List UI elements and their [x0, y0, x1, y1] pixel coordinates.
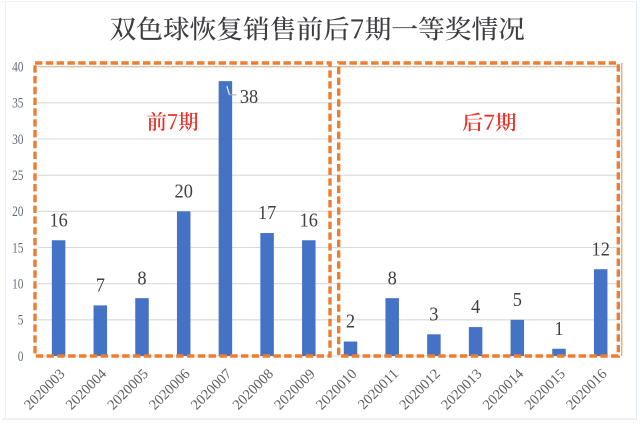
svg-text:0: 0 [18, 349, 24, 365]
svg-text:16: 16 [49, 210, 68, 231]
svg-text:20: 20 [175, 181, 193, 202]
svg-text:30: 30 [12, 132, 23, 148]
svg-text:8: 8 [137, 268, 146, 289]
svg-text:1: 1 [554, 319, 563, 340]
svg-text:38: 38 [240, 87, 258, 108]
svg-text:20: 20 [12, 204, 23, 220]
svg-text:35: 35 [12, 96, 23, 112]
svg-text:5: 5 [18, 313, 24, 329]
svg-text:16: 16 [300, 210, 319, 231]
svg-text:3: 3 [429, 304, 438, 325]
svg-text:25: 25 [12, 168, 23, 184]
svg-text:17: 17 [258, 203, 277, 224]
svg-text:4: 4 [471, 297, 480, 318]
svg-text:8: 8 [388, 268, 397, 289]
svg-text:15: 15 [12, 240, 23, 256]
svg-text:5: 5 [513, 290, 522, 311]
svg-text:7: 7 [96, 276, 105, 297]
svg-text:10: 10 [12, 276, 23, 292]
svg-text:40: 40 [12, 59, 23, 75]
svg-text:2: 2 [346, 312, 355, 333]
svg-text:12: 12 [592, 239, 610, 260]
